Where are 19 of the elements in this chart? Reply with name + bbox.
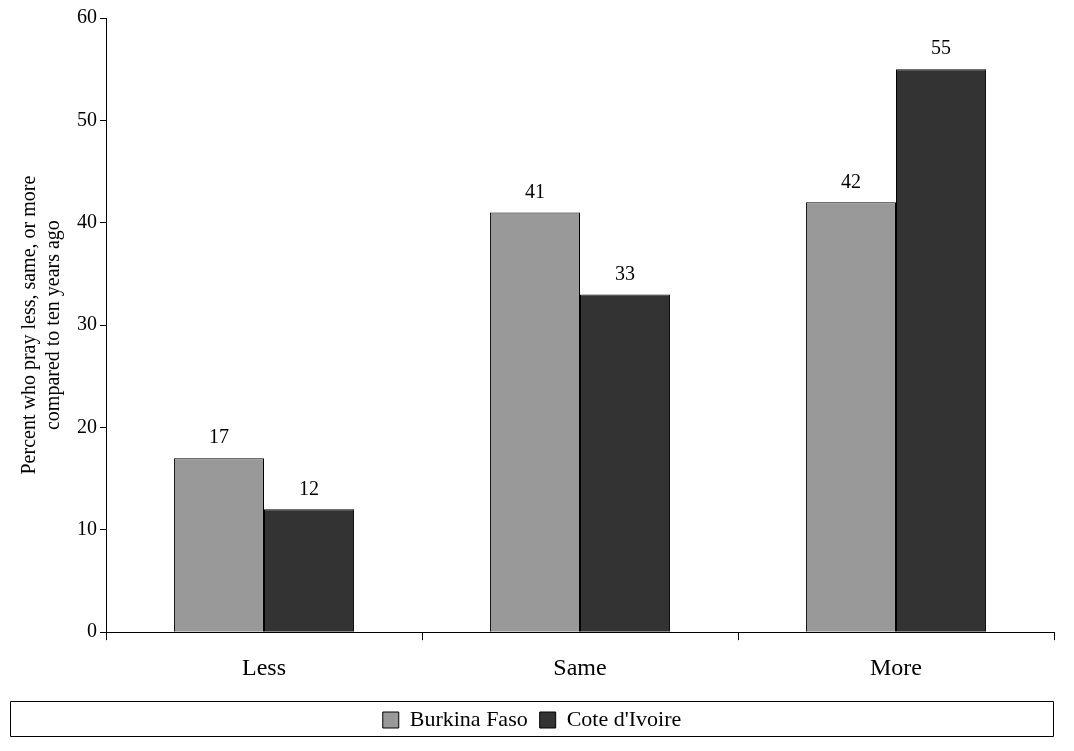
y-tick-label: 40 bbox=[77, 209, 97, 232]
y-tick-label: 20 bbox=[77, 414, 97, 437]
x-tick-label: Less bbox=[242, 653, 286, 680]
data-label: 42 bbox=[840, 169, 861, 192]
y-tick-label: 0 bbox=[87, 619, 97, 642]
x-tick-label: More bbox=[870, 653, 922, 680]
x-tick-label: Same bbox=[553, 653, 607, 680]
legend-label: Cote d'Ivoire bbox=[566, 705, 682, 731]
data-label: 12 bbox=[299, 476, 320, 499]
data-label: 17 bbox=[208, 425, 229, 448]
data-label: 33 bbox=[615, 261, 636, 284]
y-axis-title: Percent who pray less, same, or more compared to ten years ago bbox=[17, 175, 65, 475]
y-tick-label: 10 bbox=[77, 517, 97, 540]
y-tick-label: 30 bbox=[77, 312, 97, 335]
y-tick-label: 50 bbox=[77, 107, 97, 130]
data-label: 41 bbox=[524, 179, 545, 202]
legend-label: Burkina Faso bbox=[409, 705, 528, 731]
data-label: 55 bbox=[931, 36, 952, 59]
y-tick-label: 60 bbox=[77, 5, 97, 28]
